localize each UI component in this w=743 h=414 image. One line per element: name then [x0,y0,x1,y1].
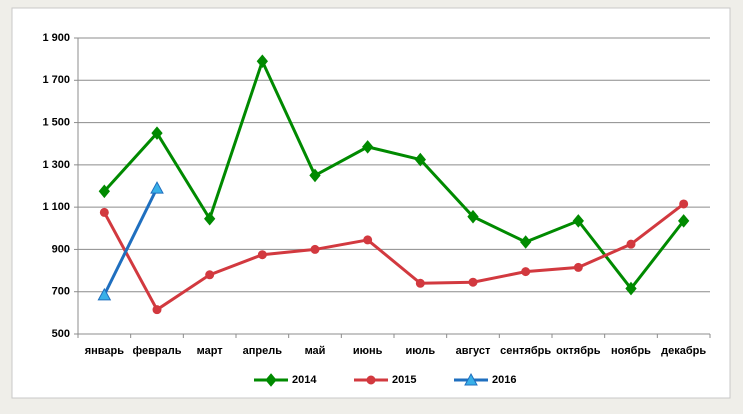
x-tick-label: июль [406,345,436,357]
marker [625,281,637,296]
y-tick-label: 1 300 [42,159,70,171]
marker [151,126,163,140]
marker [256,54,268,69]
marker [205,270,215,280]
y-tick-label: 1 700 [42,74,70,86]
marker [415,278,425,288]
x-tick-label: апрель [243,345,283,357]
marker [98,184,110,199]
y-tick-label: 1 500 [42,116,70,128]
marker [572,214,584,228]
x-tick-label: август [456,345,491,357]
marker [99,207,109,217]
marker [414,152,426,167]
legend-label: 2014 [292,374,317,386]
series-line [103,202,685,312]
marker [204,211,216,226]
marker [464,372,478,386]
x-tick-label: сентябрь [500,345,551,357]
x-tick-label: февраль [133,345,182,357]
marker [626,239,636,249]
x-tick-label: май [305,345,326,357]
y-tick-label: 900 [52,243,70,255]
y-tick-label: 700 [52,286,70,298]
marker [362,140,374,154]
chart-area [11,7,731,399]
marker [520,235,532,249]
y-tick-label: 1 900 [42,32,70,44]
marker [467,209,479,224]
legend-label: 2016 [492,374,516,386]
series-line [103,57,685,291]
x-tick-label: январь [85,345,125,357]
x-tick-label: ноябрь [611,345,651,357]
y-tick-label: 500 [52,328,70,340]
marker [310,244,320,254]
y-tick-label: 1 100 [42,201,70,213]
x-tick-label: декабрь [661,345,706,357]
x-tick-label: июнь [353,345,383,357]
marker [573,262,583,272]
series-line [102,187,159,296]
x-tick-label: март [197,345,224,357]
marker [468,277,478,287]
marker [152,305,162,315]
marker [678,214,690,228]
marker [363,235,373,245]
marker [97,287,112,301]
marker [309,168,321,183]
marker [257,250,267,260]
x-tick-label: октябрь [556,345,601,357]
marker [679,199,689,209]
marker [521,267,531,277]
legend-label: 2015 [392,374,416,386]
marker [265,373,277,387]
marker [150,181,164,194]
marker [366,375,376,385]
